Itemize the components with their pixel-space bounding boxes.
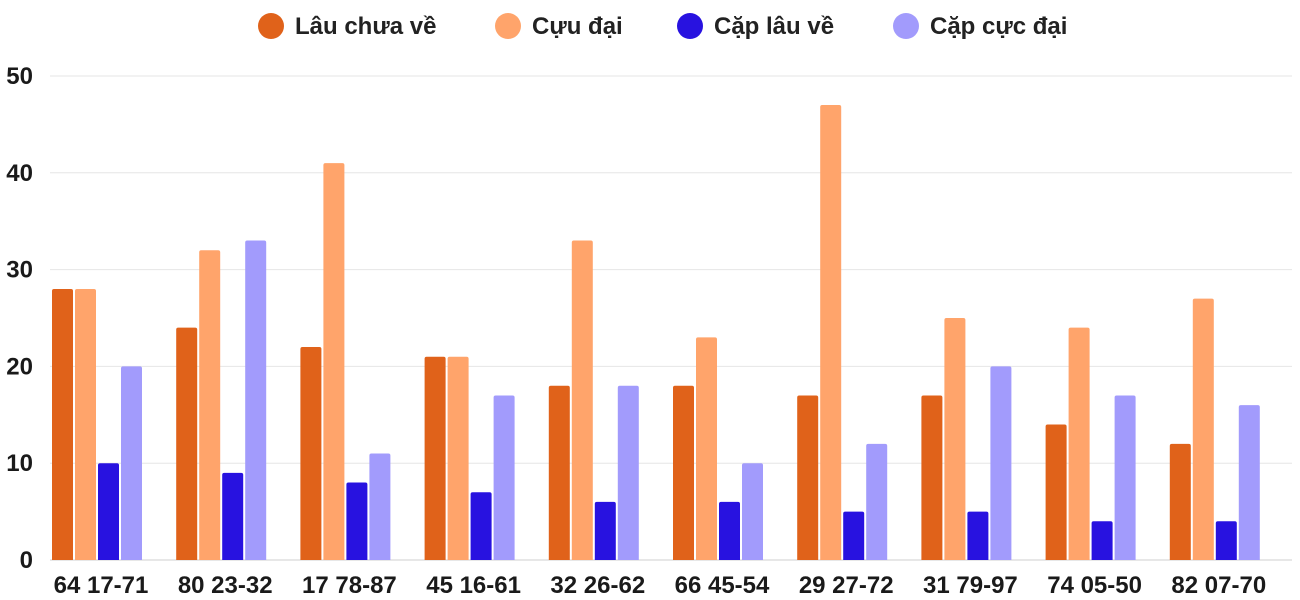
x-tick-label: 80 23-32 [178,572,273,599]
legend-item[interactable]: Cặp cực đại [893,13,1067,40]
bar-cặp-cực-đại-80-23-32 [245,240,267,560]
bar-cặp-lâu-về-80-23-32 [222,472,244,560]
y-tick-label: 0 [20,547,33,574]
bar-cặp-lâu-về-31-79-97 [967,511,989,560]
legend-label: Lâu chưa về [295,13,436,40]
legend-swatch [677,13,703,39]
y-tick-label: 20 [6,353,33,380]
x-axis-ticks: 64 17-71 80 23-32 17 78-87 45 16-61 32 26-62… [54,572,1267,599]
bar-cặp-lâu-về-17-78-87 [346,482,368,560]
x-tick-label: 32 26-62 [550,572,645,599]
bars [52,105,1260,561]
bar-cựu-đại-29-27-72 [820,105,842,560]
bar-cặp-lâu-về-29-27-72 [843,511,865,560]
x-tick-label: 17 78-87 [302,572,397,599]
legend-label: Cặp cực đại [930,13,1067,40]
bar-cặp-cực-đại-32-26-62 [617,385,639,560]
bar-lâu-chưa-về-80-23-32 [176,327,198,560]
bar-lâu-chưa-về-29-27-72 [797,395,819,560]
bar-cặp-lâu-về-74-05-50 [1091,521,1113,560]
legend-item[interactable]: Cặp lâu về [677,13,834,40]
bar-lâu-chưa-về-64-17-71 [52,288,73,560]
legend-swatch [893,13,919,39]
bar-lâu-chưa-về-45-16-61 [424,356,446,560]
x-tick-label: 31 79-97 [923,572,1018,599]
bar-cựu-đại-64-17-71 [75,288,96,560]
y-tick-label: 40 [6,160,33,187]
bar-cặp-cực-đại-45-16-61 [493,395,515,560]
x-tick-label: 45 16-61 [426,572,521,599]
legend-label: Cặp lâu về [714,13,834,40]
x-tick-label: 66 45-54 [675,572,770,599]
bar-cặp-cực-đại-64-17-71 [121,366,142,560]
bar-cựu-đại-17-78-87 [323,163,345,560]
bar-lâu-chưa-về-17-78-87 [300,347,322,560]
bar-lâu-chưa-về-66-45-54 [673,385,694,560]
x-tick-label: 82 07-70 [1171,572,1266,599]
bar-cựu-đại-82-07-70 [1192,298,1214,560]
bar-cặp-cực-đại-82-07-70 [1238,405,1260,560]
bar-cặp-cực-đại-17-78-87 [369,453,391,560]
legend-item[interactable]: Lâu chưa về [258,13,436,40]
legend-label: Cựu đại [532,13,623,40]
bar-cặp-lâu-về-66-45-54 [719,501,740,560]
bar-cựu-đại-31-79-97 [944,318,966,560]
y-tick-label: 50 [6,63,33,90]
bar-lâu-chưa-về-82-07-70 [1169,443,1191,560]
bar-cặp-lâu-về-82-07-70 [1215,521,1237,560]
bar-cựu-đại-45-16-61 [447,356,469,560]
bar-cựu-đại-66-45-54 [696,337,717,560]
y-tick-label: 30 [6,257,33,284]
bar-cặp-lâu-về-45-16-61 [470,492,492,560]
bar-lâu-chưa-về-31-79-97 [921,395,943,560]
x-tick-label: 29 27-72 [799,572,894,599]
bar-cựu-đại-74-05-50 [1068,327,1090,560]
bar-cặp-lâu-về-32-26-62 [594,501,616,560]
legend-swatch [495,13,521,39]
bar-cặp-cực-đại-74-05-50 [1114,395,1136,560]
y-axis-ticks: 0 10 20 30 40 50 [6,63,33,574]
bar-cựu-đại-32-26-62 [571,240,593,560]
y-tick-label: 10 [6,450,33,477]
legend-item[interactable]: Cựu đại [495,13,623,40]
bar-cặp-cực-đại-31-79-97 [990,366,1012,560]
legend: Lâu chưa về Cựu đại Cặp lâu về Cặp cực đại [258,13,1067,40]
bar-lâu-chưa-về-74-05-50 [1045,424,1067,560]
bar-cặp-cực-đại-66-45-54 [742,463,763,560]
bar-cựu-đại-80-23-32 [199,250,221,561]
legend-swatch [258,13,284,39]
bar-lâu-chưa-về-32-26-62 [548,385,570,560]
bar-cặp-cực-đại-29-27-72 [866,443,888,560]
x-tick-label: 74 05-50 [1047,572,1142,599]
x-tick-label: 64 17-71 [54,572,149,599]
bar-cặp-lâu-về-64-17-71 [98,463,119,560]
